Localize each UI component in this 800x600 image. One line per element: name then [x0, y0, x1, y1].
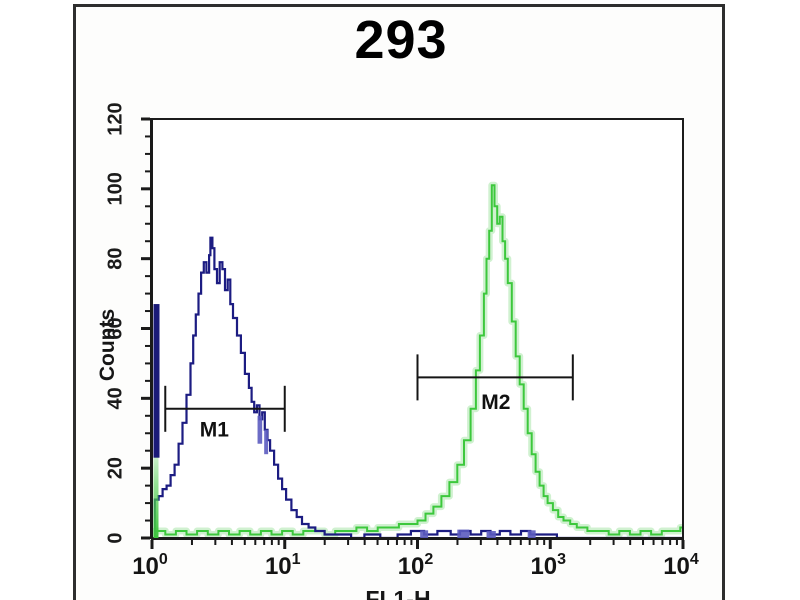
gate-label-M1: M1 [200, 419, 229, 442]
baseline-noise-blob [457, 529, 470, 538]
x-axis-label: FL1-H [365, 586, 431, 600]
baseline-noise-blob [264, 429, 269, 455]
x-tick-label: 103 [530, 551, 566, 580]
y-tick-label: 60 [104, 317, 126, 339]
x-tick-label: 104 [663, 551, 699, 580]
y-tick-label: 0 [104, 532, 126, 543]
chart-title: 293 [354, 10, 448, 70]
traces-group: M1 M2 [151, 181, 684, 540]
gate-label-M2: M2 [481, 391, 510, 414]
y-tick-label: 20 [104, 457, 126, 479]
y-tick-label: 120 [104, 102, 126, 135]
plot-area [152, 119, 683, 538]
blue-edge-spike [153, 304, 160, 458]
baseline-noise-blob [257, 415, 263, 444]
x-tick-label: 102 [398, 551, 434, 580]
green-edge-spike [153, 440, 159, 538]
baseline-noise-blob [527, 530, 536, 538]
green-histogram-trace [153, 184, 683, 538]
baseline-noise-blob [486, 531, 496, 538]
x-tick-label: 100 [132, 551, 168, 580]
x-tick-label: 101 [265, 551, 301, 580]
blue-histogram-trace [153, 236, 683, 540]
y-tick-label: 40 [104, 387, 126, 409]
y-tick-label: 80 [104, 248, 126, 270]
baseline-noise-blob [420, 530, 429, 538]
y-tick-label: 100 [104, 172, 126, 205]
